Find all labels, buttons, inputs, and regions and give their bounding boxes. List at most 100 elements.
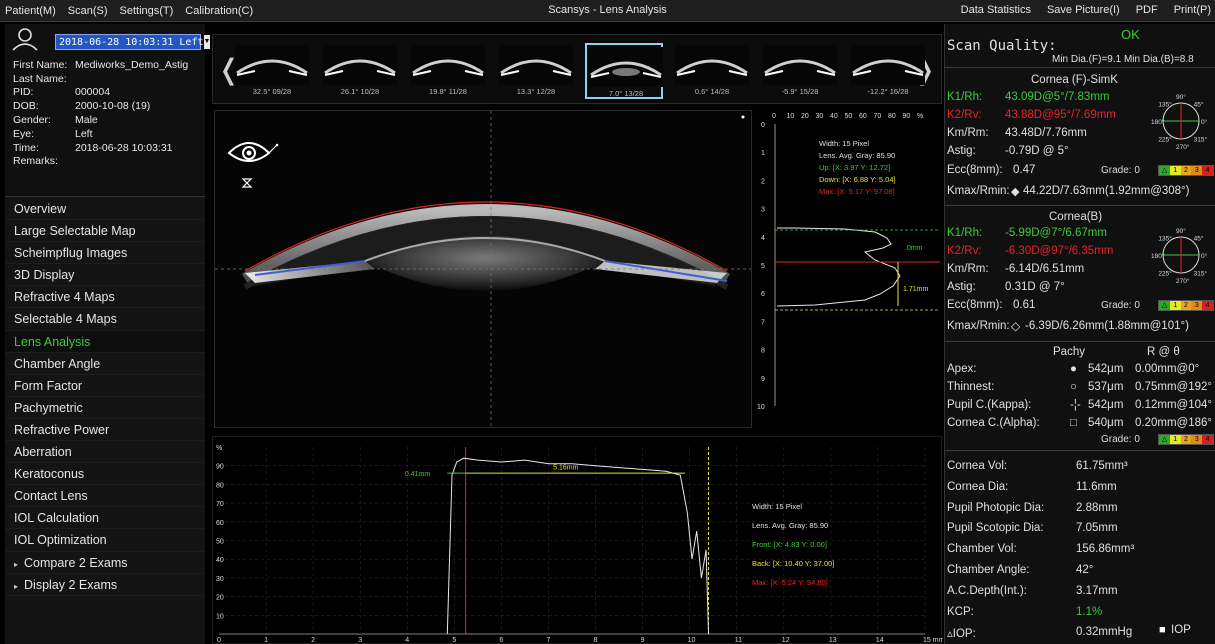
menu-pdf[interactable]: PDF (1135, 4, 1158, 16)
sidebar-item-selectable-4-maps[interactable]: Selectable 4 Maps (5, 308, 205, 331)
densitometry-profile-graph[interactable]: 0 10 20 30 40 50 60 70 80 90% 0 1 2 3 4 5 6 7 8 9 10 .0mm 1.71… (755, 110, 940, 428)
patient-info-box: 2018-06-28 10:03:31 Left ▼ First Name: Me… (5, 24, 211, 197)
patient-field-value: Male (75, 114, 98, 127)
sidebar-item-keratoconus[interactable]: Keratoconus (5, 463, 205, 486)
scan-thumbnail[interactable]: 19.8° 11/28 (409, 43, 487, 99)
menu-settings[interactable]: Settings(T) (119, 4, 174, 17)
dial-label: 45° (1194, 100, 1204, 108)
sidebar-item-chamber-angle[interactable]: Chamber Angle (5, 353, 205, 375)
sidebar-item-label: Refractive Power (14, 422, 110, 437)
scan-thumbnail[interactable]: -5.9° 15/28 (761, 43, 839, 99)
thumbnail-image (323, 45, 397, 85)
profile-info: Width: 15 Pixel Lens. Avg. Gray: 85.90 U… (819, 138, 929, 198)
menu-data-statistics[interactable]: Data Statistics (960, 4, 1031, 16)
sidebar-item-display-2-exams[interactable]: ▸ Display 2 Exams (5, 574, 205, 596)
x-tick-label: 13 (829, 637, 837, 644)
scan-thumbnail[interactable]: 13.3° 12/28 (497, 43, 575, 99)
sidebar-item-label: Selectable 4 Maps (14, 312, 117, 327)
sidebar-item-3d-display[interactable]: 3D Display (5, 264, 205, 287)
menu-scan[interactable]: Scan(S) (67, 4, 108, 17)
cornea-back-title: Cornea(B) (1049, 211, 1103, 223)
chevron-down-icon[interactable]: ▼ (203, 35, 211, 49)
scheimpflug-image[interactable] (214, 110, 752, 428)
grade-cell-4: 4 (1202, 301, 1213, 310)
patient-field-label: First Name: (13, 58, 68, 71)
sidebar-item-label: IOL Optimization (14, 533, 107, 548)
sidebar-item-lens-analysis[interactable]: Lens Analysis (5, 330, 205, 353)
sidebar-item-large-selectable-map[interactable]: Large Selectable Map (5, 220, 205, 243)
patient-field-row: PID: 000004 (13, 86, 203, 100)
menu-calibration[interactable]: Calibration(C) (185, 4, 254, 17)
patient-field-row: Gender: Male (13, 113, 203, 127)
grade-cell-0: △ (1159, 435, 1170, 444)
sidebar-item-iol-calculation[interactable]: IOL Calculation (5, 507, 205, 530)
pachy-row-value: 542μm (1088, 363, 1124, 375)
hollow-diamond-icon: ◇ (1011, 319, 1021, 333)
sidebar-item-label: Large Selectable Map (14, 224, 136, 239)
scan-thumbnail[interactable]: -12.2° 16/28 (849, 43, 927, 99)
pachy-row-r-theta: 0.00mm@0° (1135, 363, 1200, 375)
sidebar-item-contact-lens[interactable]: Contact Lens (5, 485, 205, 508)
stat-value: 2.88mm (1076, 501, 1118, 514)
profile-x-tick: 80 (888, 113, 896, 120)
dial-label: 225° (1158, 136, 1172, 144)
exam-date-select[interactable]: 2018-06-28 10:03:31 Left ▼ (55, 34, 211, 50)
sidebar-item-refractive-power[interactable]: Refractive Power (5, 419, 205, 442)
scan-thumbnail[interactable]: 7.0° 13/28 (585, 43, 663, 99)
sidebar-item-iol-optimization[interactable]: IOL Optimization (5, 529, 205, 552)
sidebar-item-form-factor[interactable]: Form Factor (5, 375, 205, 397)
sidebar-item-pachymetric[interactable]: Pachymetric (5, 397, 205, 419)
density-curve (446, 457, 709, 635)
cf-k2-label: K2/Rv: (947, 109, 982, 121)
menu-print[interactable]: Print(P) (1173, 4, 1211, 16)
sidebar-item-aberration[interactable]: Aberration (5, 441, 205, 464)
density-avg-gray: Lens. Avg. Gray: 85.90 (752, 521, 829, 530)
pachy-symbol-icon: ● (1070, 363, 1077, 375)
menu-patient[interactable]: Patient(M) (5, 4, 56, 17)
sidebar-item-overview[interactable]: Overview (5, 198, 205, 221)
pachy-grade: Grade: 0 (1101, 434, 1140, 445)
patient-field-row: Last Name: (13, 72, 203, 86)
stat-label: KCP: (947, 605, 974, 618)
dial-label: 45° (1194, 234, 1204, 242)
stat-label: A.C.Depth(Int.): (947, 584, 1027, 597)
scan-thumbnail[interactable]: 0.6° 14/28 (673, 43, 751, 99)
x-tick-label: 0 (217, 637, 221, 644)
thumbnail-image (763, 45, 837, 85)
x-tick-label: 4 (405, 637, 409, 644)
dial-label: 180° (1151, 118, 1165, 126)
sidebar-item-compare-2-exams[interactable]: ▸ Compare 2 Exams (5, 552, 205, 574)
pachy-row-value: 537μm (1088, 381, 1124, 393)
x-tick-label: 8 (594, 637, 598, 644)
sidebar-item-label: Keratoconus (14, 467, 85, 482)
cb-axis-dial: 90° 45° 0° 315° 270° 225° 180° 135° (1151, 227, 1208, 285)
menu-save-picture[interactable]: Save Picture(I) (1046, 4, 1120, 16)
grade-cell-1: 1 (1169, 435, 1181, 444)
lens-density-graph[interactable]: % 90 80 70 60 50 40 30 20 10 0 1 2 3 4 5 6 7 8 9 10 11 12 13 14 1… (212, 436, 945, 644)
sidebar-item-scheimpflug-images[interactable]: Scheimpflug Images (5, 242, 205, 265)
profile-y-tick: 2 (761, 178, 765, 185)
sidebar-item-label: Lens Analysis (14, 334, 91, 349)
cf-axis-dial: 90° 45° 0° 315° 270° 225° 180° 135° (1151, 93, 1208, 151)
x-tick-label: 2 (311, 637, 315, 644)
thumbnail-image (675, 45, 749, 85)
profile-thickness-a: .0mm (905, 245, 923, 252)
dial-label: 0° (1201, 252, 1208, 260)
cf-k2-value: 43.88D@95°/7.69mm (1005, 109, 1116, 121)
stat-label: Cornea Dia: (947, 480, 1009, 493)
profile-y-tick: 9 (761, 376, 765, 383)
scheimpflug-render (215, 111, 751, 427)
iop-checkbox[interactable]: ■ (1159, 624, 1166, 636)
patient-field-value: 2018-06-28 10:03:31 (75, 141, 173, 154)
iop-checkbox-label: IOP (1171, 624, 1191, 636)
min-dia: Min Dia.(F)=9.1 Min Dia.(B)=8.8 (1052, 54, 1194, 65)
grade-cell-0: △ (1159, 166, 1170, 175)
scan-thumbnail[interactable]: 32.5° 09/28 (233, 43, 311, 99)
user-icon (12, 28, 38, 51)
sidebar-item-refractive-4-maps[interactable]: Refractive 4 Maps (5, 286, 205, 309)
cf-grade: Grade: 0 (1101, 165, 1140, 176)
caret-right-icon: ▸ (14, 581, 19, 591)
scan-thumbnail[interactable]: 26.1° 10/28 (321, 43, 399, 99)
chevron-left-icon[interactable]: ❬ (217, 54, 241, 85)
thumbnail-caption: 13.3° 12/28 (516, 87, 556, 96)
